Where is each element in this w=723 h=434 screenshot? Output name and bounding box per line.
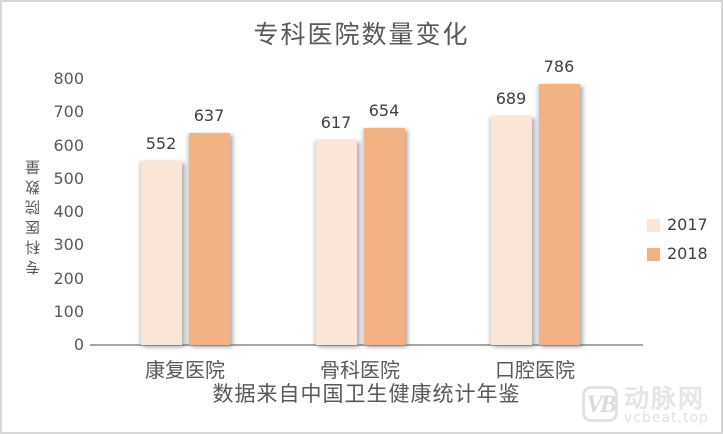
watermark-text: 动脉网 vcbeat.top <box>624 386 709 426</box>
vb-logo-icon: VB <box>582 386 618 422</box>
legend-swatch-2017 <box>647 218 660 232</box>
bar-2017-口腔医院 <box>490 115 532 345</box>
watermark-name: 动脉网 <box>624 384 706 413</box>
watermark: VB 动脉网 vcbeat.top <box>582 386 709 426</box>
y-tick-label: 0 <box>73 335 84 354</box>
x-tick-label-口腔医院: 口腔医院 <box>495 358 575 382</box>
vb-logo-text: VB <box>586 391 616 418</box>
bar-2018-骨科医院 <box>363 127 405 345</box>
bar-value-label: 654 <box>368 100 400 120</box>
y-tick-label: 500 <box>53 168 84 188</box>
y-tick-label: 100 <box>53 301 84 321</box>
bar-value-label: 786 <box>543 56 575 76</box>
bar-value-label: 552 <box>145 134 177 154</box>
legend-label: 2017 <box>667 215 708 234</box>
bar-2017-康复医院 <box>140 161 182 345</box>
bar-value-label: 637 <box>193 106 225 126</box>
y-tick-label: 200 <box>53 268 84 288</box>
bar-2017-骨科医院 <box>315 139 357 345</box>
y-tick-label: 800 <box>53 69 84 88</box>
bar-value-label: 617 <box>320 112 352 132</box>
bar-2018-口腔医院 <box>538 83 580 345</box>
x-axis-title: 数据来自中国卫生健康统计年鉴 <box>212 382 521 406</box>
y-tick-label: 300 <box>53 235 84 255</box>
legend-item-2017: 2017 <box>647 216 708 234</box>
bar-2018-康复医院 <box>188 133 230 345</box>
watermark-url: vcbeat.top <box>624 410 709 426</box>
y-tick-label: 600 <box>53 135 84 155</box>
x-tick-label-骨科医院: 骨科医院 <box>320 358 400 382</box>
x-axis-line <box>90 344 643 346</box>
legend-item-2018: 2018 <box>647 245 708 263</box>
x-tick-label-康复医院: 康复医院 <box>145 358 225 382</box>
chart-title: 专科医院数量变化 <box>253 20 470 49</box>
y-tick-label: 400 <box>53 202 84 221</box>
legend-label: 2018 <box>667 244 708 263</box>
legend-swatch-2018 <box>647 247 660 261</box>
bar-value-label: 689 <box>495 88 527 108</box>
y-tick-label: 700 <box>53 102 84 122</box>
